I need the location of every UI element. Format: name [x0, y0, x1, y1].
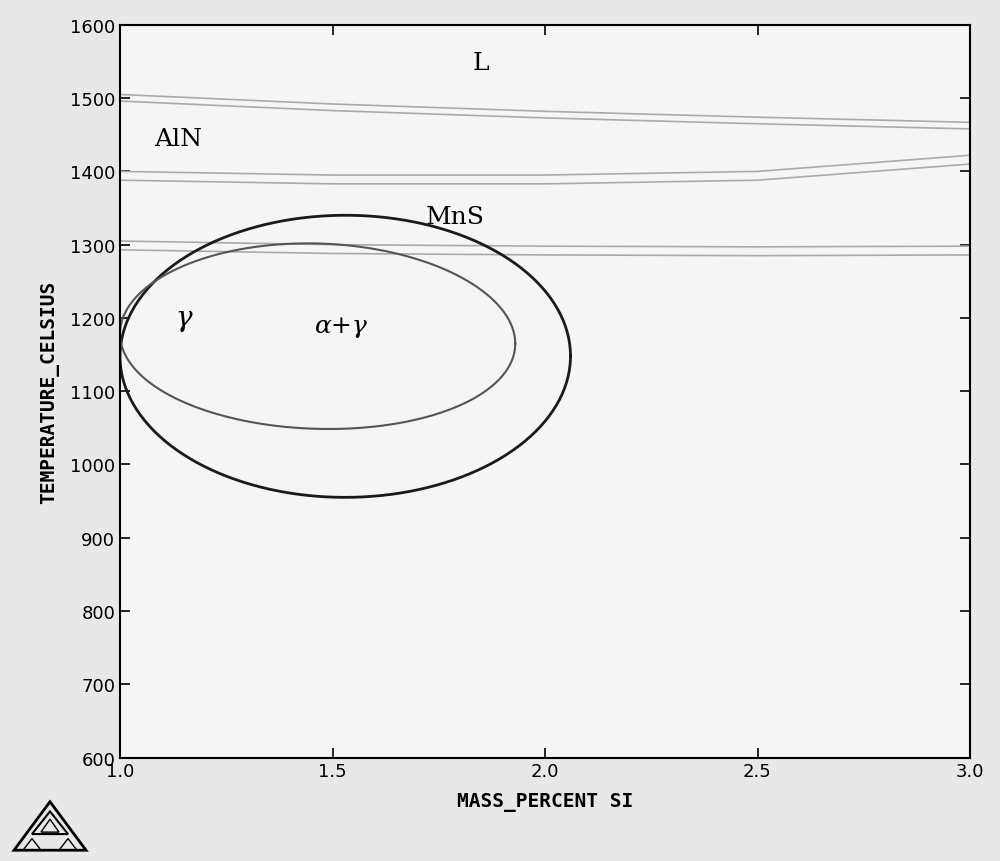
Text: AlN: AlN — [154, 127, 202, 151]
X-axis label: MASS_PERCENT SI: MASS_PERCENT SI — [457, 791, 633, 810]
Text: α+γ: α+γ — [315, 314, 367, 338]
Text: γ: γ — [175, 305, 192, 332]
Text: MnS: MnS — [426, 206, 485, 229]
Text: L: L — [473, 53, 490, 76]
Y-axis label: TEMPERATURE_CELSIUS: TEMPERATURE_CELSIUS — [40, 281, 59, 503]
